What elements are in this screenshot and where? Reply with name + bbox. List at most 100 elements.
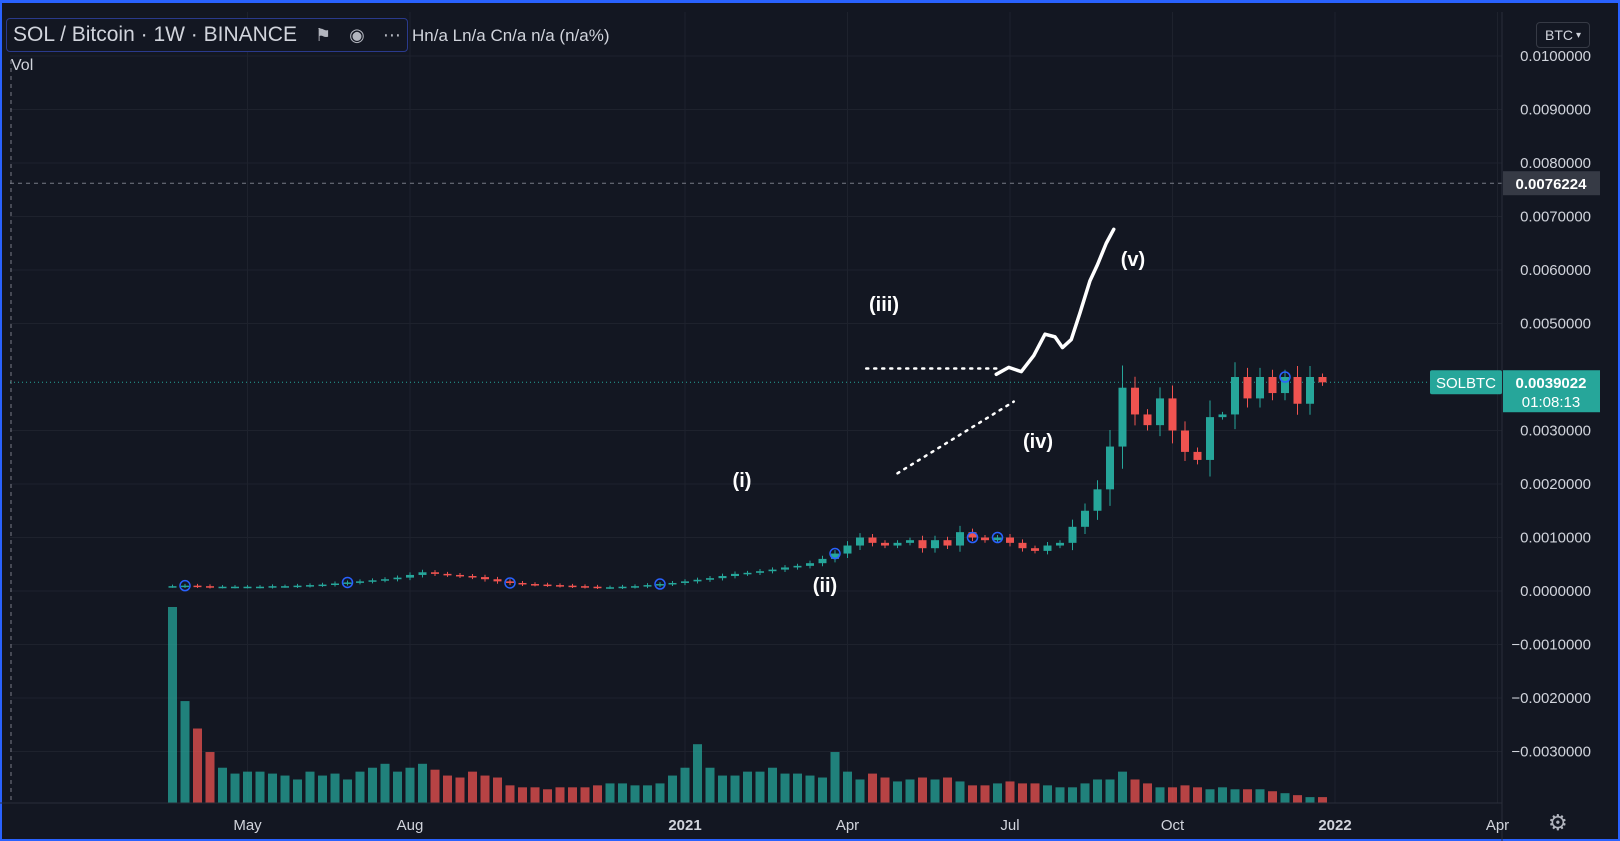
y-tick-label: 0.0000000 [1520, 583, 1591, 600]
candle [293, 585, 302, 588]
countdown-text: 01:08:13 [1522, 394, 1580, 411]
eye-icon[interactable]: ◉ [349, 24, 365, 45]
event-marker[interactable] [504, 577, 516, 589]
candle [843, 545, 852, 554]
candle [493, 579, 502, 582]
volume-bar [630, 785, 640, 803]
last-price-tag [1503, 370, 1600, 413]
volume-bar [255, 771, 265, 803]
currency-button[interactable]: BTC ▾ [1536, 22, 1590, 48]
candle [931, 540, 939, 549]
candle [968, 532, 977, 538]
candle [1118, 387, 1127, 447]
candle [1143, 414, 1152, 426]
wave-label[interactable]: (iii) [869, 294, 899, 316]
volume-bar [393, 771, 402, 803]
wave-label[interactable]: (iv) [1023, 431, 1053, 453]
volume-bar [793, 773, 802, 803]
volume-bar [168, 607, 177, 803]
volume-bar [918, 777, 927, 803]
gear-icon[interactable]: ⚙ [1548, 810, 1568, 835]
event-marker[interactable] [341, 576, 354, 589]
more-icon[interactable]: ⋯ [382, 24, 401, 45]
candle [306, 585, 314, 587]
volume-bar [180, 701, 190, 803]
y-tick-label: 0.0070000 [1520, 209, 1591, 226]
event-marker[interactable] [829, 547, 841, 560]
candle [868, 537, 877, 543]
candle [406, 574, 414, 578]
volume-bar [355, 771, 365, 803]
volume-bar [1318, 797, 1327, 803]
candle [743, 572, 752, 575]
flag-icon[interactable]: ⚑ [314, 24, 332, 45]
projection-path[interactable] [994, 227, 1116, 377]
event-marker[interactable] [966, 531, 979, 544]
volume-bar [1043, 785, 1052, 803]
event-marker[interactable] [179, 579, 191, 592]
volume-bar [955, 781, 965, 803]
candle [268, 586, 277, 588]
event-marker[interactable] [654, 578, 666, 590]
y-tick-label: 0.0060000 [1520, 262, 1591, 279]
wave-label[interactable]: (ii) [813, 575, 837, 597]
candle [581, 586, 589, 588]
volume-bar [1105, 779, 1115, 803]
volume-bar [468, 771, 477, 803]
volume-bar [455, 777, 465, 803]
volume-bar [1180, 785, 1190, 803]
volume-bar [605, 783, 615, 803]
symbol-header[interactable]: SOL / Bitcoin · 1W · BINANCE ⚑ ◉ ⋯ [6, 18, 408, 52]
x-tick-label: Apr [836, 817, 859, 834]
event-marker[interactable] [1279, 371, 1291, 383]
volume-bar [843, 771, 852, 803]
wave-label[interactable]: (v) [1121, 249, 1145, 271]
candle [1168, 398, 1177, 431]
candle [1131, 387, 1139, 415]
candle [993, 537, 1002, 541]
chevron-down-icon: ▾ [1575, 29, 1582, 41]
event-marker[interactable] [991, 531, 1004, 544]
volume-bar [743, 771, 752, 803]
wave-label[interactable]: (i) [733, 470, 752, 492]
volume-bar [1305, 797, 1315, 803]
x-tick-label: Jul [1000, 817, 1019, 834]
candle [618, 586, 627, 589]
candle [718, 576, 727, 579]
triangle-lower-line[interactable] [896, 400, 1015, 475]
volume-bar [1005, 781, 1015, 803]
candle [818, 558, 827, 564]
symbol-price-tag [1430, 370, 1502, 395]
volume-bar [768, 767, 777, 803]
volume-bar [430, 769, 440, 803]
candle [756, 571, 764, 573]
volume-bar [780, 773, 790, 803]
candle [593, 586, 602, 589]
candle [1306, 377, 1314, 404]
candle [518, 582, 527, 585]
volume-bar [1155, 787, 1165, 803]
volume-bar [730, 775, 740, 803]
candle [543, 584, 552, 587]
candle [1106, 446, 1114, 490]
candle [918, 540, 927, 549]
volume-bar [855, 779, 865, 803]
candle [1081, 510, 1089, 527]
volume-bar [830, 752, 840, 803]
volume-bar [518, 787, 527, 803]
volume-bar [1193, 787, 1202, 803]
volume-bar [505, 785, 515, 803]
y-tick-label: 0.0090000 [1520, 102, 1591, 119]
candle [256, 586, 264, 589]
candle [1006, 537, 1014, 543]
candle [1193, 451, 1202, 460]
candle [1068, 526, 1077, 543]
candle [806, 563, 814, 566]
candle [1218, 414, 1227, 418]
candle [731, 573, 739, 577]
volume-bar [805, 775, 815, 803]
candle [431, 572, 439, 574]
candle [1056, 542, 1064, 546]
volume-bar [293, 779, 302, 803]
